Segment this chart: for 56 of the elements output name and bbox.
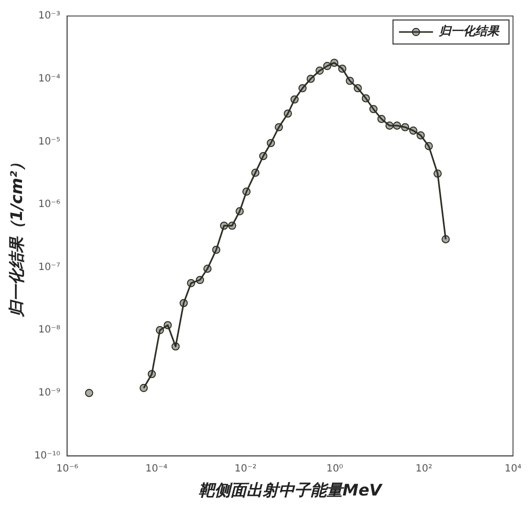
y-tick-label: 10⁻⁸ — [38, 324, 60, 336]
point — [385, 122, 394, 130]
point — [424, 142, 433, 150]
y-axis-title: 归一化结果（1/cm²） — [6, 154, 26, 318]
point — [180, 298, 188, 308]
point — [362, 94, 370, 102]
point — [306, 74, 315, 83]
x-tick-label: 10² — [415, 463, 432, 474]
point — [164, 321, 172, 330]
y-tick-label: 10⁻⁴ — [38, 73, 60, 84]
point — [392, 122, 402, 130]
point — [274, 123, 283, 132]
point — [434, 170, 442, 178]
point — [442, 235, 450, 244]
point — [156, 326, 164, 334]
x-tick-label: 10⁻⁶ — [56, 463, 78, 474]
y-tick-label: 10⁻⁹ — [38, 388, 60, 399]
point — [212, 246, 220, 254]
point — [369, 104, 378, 114]
point — [377, 114, 386, 124]
point — [140, 384, 148, 392]
point — [251, 168, 260, 177]
point — [323, 62, 332, 70]
x-tick-label: 10⁻² — [234, 463, 257, 474]
point — [203, 264, 212, 273]
x-tick-label: 10⁴ — [504, 463, 522, 474]
point — [236, 207, 244, 216]
point — [172, 342, 180, 351]
point — [416, 131, 425, 140]
point — [330, 58, 338, 67]
point — [228, 222, 236, 230]
point — [284, 109, 292, 118]
point — [148, 370, 156, 378]
point — [220, 222, 228, 230]
point — [338, 64, 346, 73]
point — [346, 76, 354, 85]
point — [298, 84, 307, 92]
point — [316, 66, 324, 75]
x-axis-title: 靶侧面出射中子能量MeV — [198, 480, 384, 500]
x-tick-label: 10⁰ — [326, 463, 344, 474]
x-tick-label: 10⁻⁴ — [145, 463, 168, 474]
point — [259, 152, 268, 160]
point — [401, 123, 410, 132]
point — [242, 188, 251, 196]
legend-label: 归一化结果 — [438, 24, 500, 38]
y-tick-label: 10⁻⁷ — [38, 262, 60, 273]
point — [266, 138, 275, 148]
point — [186, 279, 196, 288]
y-tick-label: 10⁻¹⁰ — [34, 450, 60, 462]
y-tick-label: 10⁻⁶ — [38, 199, 60, 210]
y-tick-label: 10⁻³ — [38, 10, 60, 22]
point — [354, 84, 362, 92]
point — [409, 126, 418, 135]
point — [196, 276, 204, 284]
y-tick-label: 10⁻⁵ — [38, 136, 60, 148]
point — [290, 95, 299, 104]
